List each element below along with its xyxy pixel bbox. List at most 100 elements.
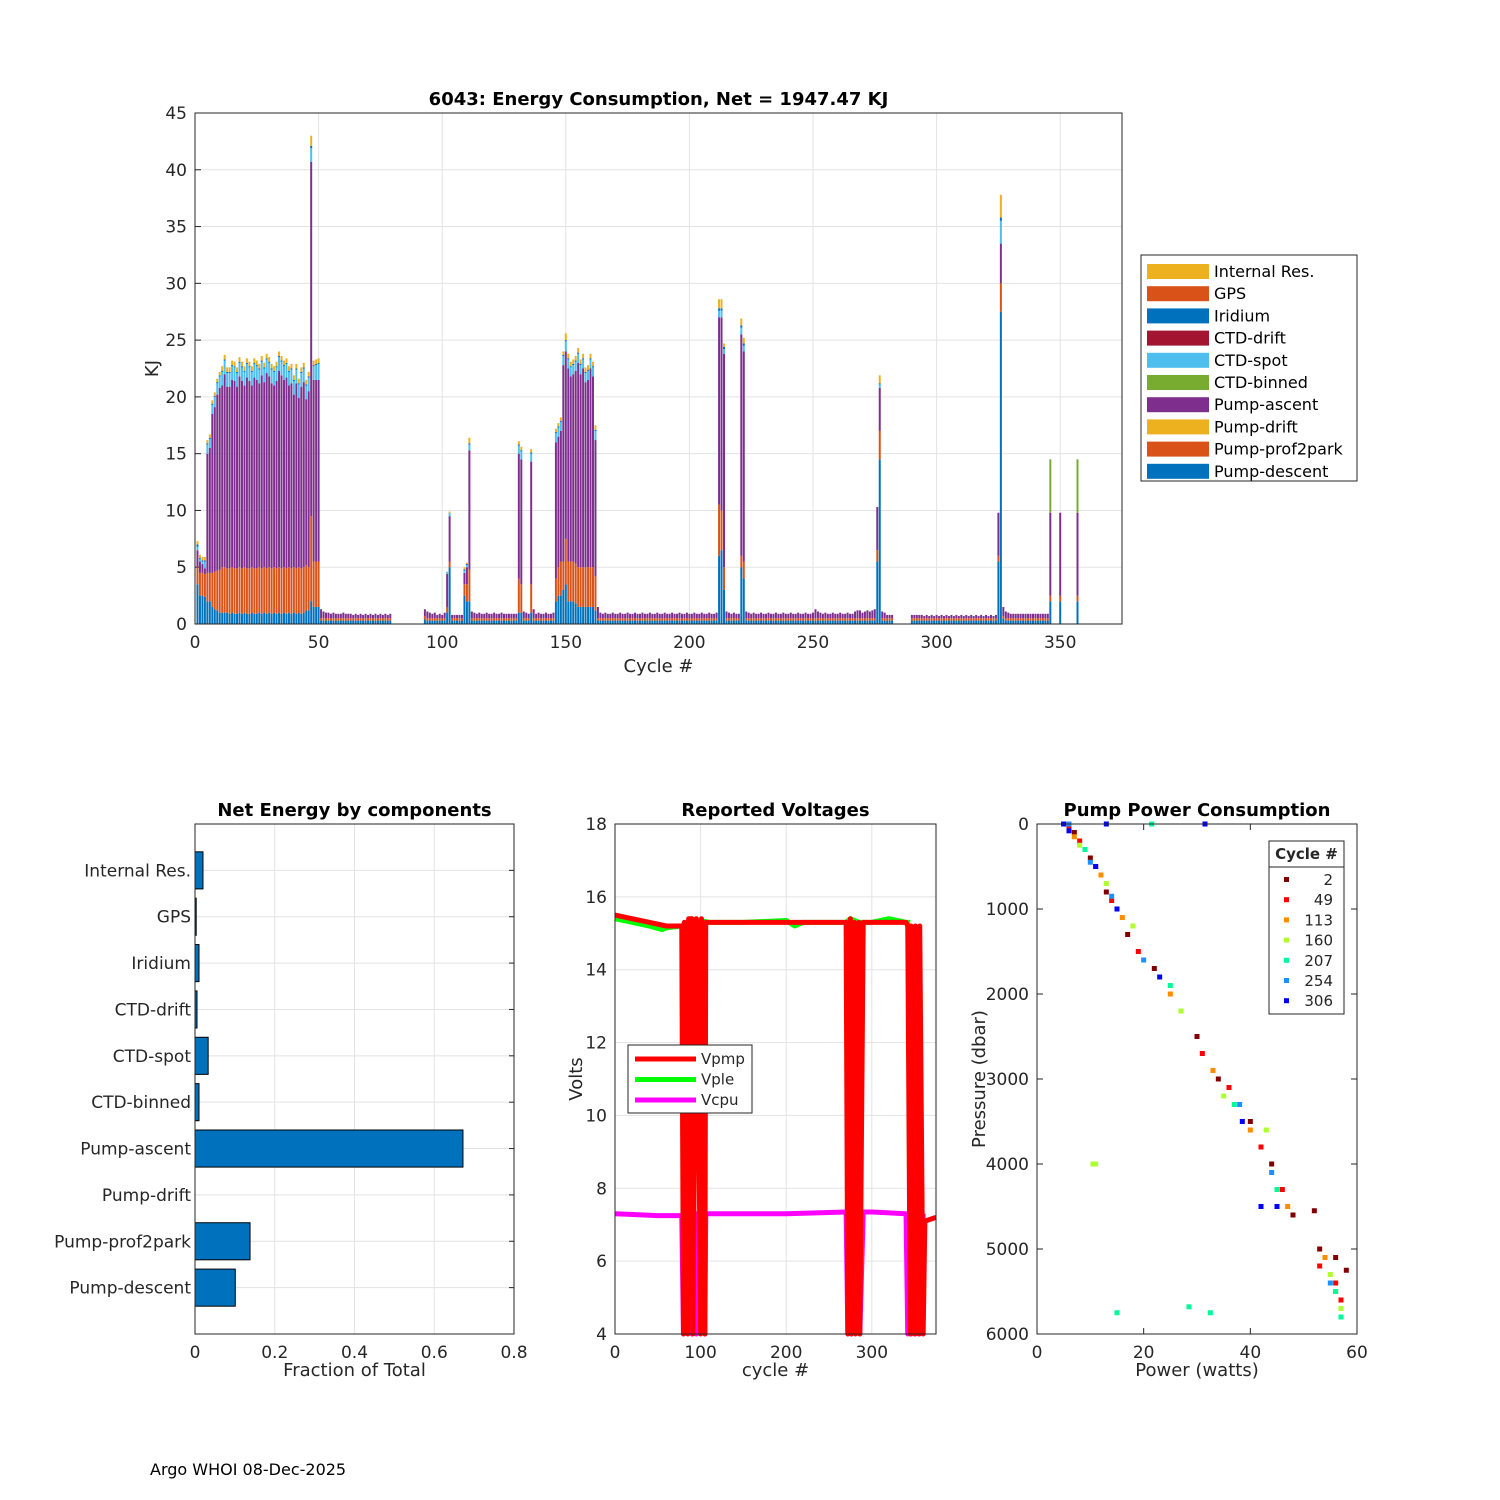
bar-segment xyxy=(690,618,693,621)
bar-segment xyxy=(250,366,253,371)
scatter-point xyxy=(1279,1187,1285,1192)
cycle-bar xyxy=(940,614,943,624)
bar-segment xyxy=(1009,613,1012,619)
bar-segment xyxy=(747,620,750,624)
bar-segment xyxy=(700,618,703,621)
cycle-bar xyxy=(732,612,735,624)
bar-segment xyxy=(488,613,491,619)
bar-segment xyxy=(888,614,891,619)
bar-segment xyxy=(453,618,456,621)
bar-segment xyxy=(614,620,617,624)
bar-segment xyxy=(735,620,738,624)
y-tick-label: 4 xyxy=(596,1325,607,1345)
bar-segment xyxy=(196,541,199,545)
bar-segment xyxy=(208,438,211,448)
cycle-bar xyxy=(582,353,585,624)
bar-segment xyxy=(999,243,1002,284)
cycle-bar xyxy=(312,360,315,624)
bar-segment xyxy=(493,620,496,624)
bar-segment xyxy=(302,362,305,368)
bar-segment xyxy=(263,362,266,368)
bar-segment xyxy=(844,620,847,624)
bar-segment xyxy=(228,568,231,614)
cycle-bar xyxy=(1024,613,1027,624)
bar-segment xyxy=(325,620,328,624)
bar-segment xyxy=(579,363,582,366)
cycle-bar xyxy=(302,362,305,624)
bar-segment xyxy=(540,620,543,624)
bar-segment xyxy=(218,569,221,613)
bar-segment xyxy=(947,616,950,619)
bar-segment xyxy=(258,368,261,370)
bar-segment xyxy=(863,618,866,621)
bar-segment xyxy=(982,618,985,621)
bar-segment xyxy=(938,616,941,619)
bar-segment xyxy=(275,366,278,368)
bar-segment xyxy=(255,379,258,569)
bar-segment xyxy=(861,612,864,619)
bar-segment xyxy=(1039,620,1042,624)
bar-segment xyxy=(723,567,725,590)
cycle-bar xyxy=(1039,613,1042,624)
bar-segment xyxy=(287,371,290,386)
cycle-bar xyxy=(943,616,946,624)
bar-segment xyxy=(940,620,943,624)
bar-segment xyxy=(327,612,330,619)
bar-segment xyxy=(451,614,454,619)
bar-segment xyxy=(787,620,790,624)
bar-segment xyxy=(708,620,711,624)
scatter-point xyxy=(1071,830,1077,835)
cycle-bar xyxy=(354,613,357,624)
bar-segment xyxy=(821,618,824,621)
x-tick-label: 350 xyxy=(1044,633,1076,653)
bar-segment xyxy=(250,612,253,624)
bar-segment xyxy=(245,362,248,364)
bar-segment xyxy=(1041,620,1044,624)
cycle-bar xyxy=(750,613,753,624)
bar-segment xyxy=(510,618,513,621)
bar-segment xyxy=(920,618,923,621)
cycle-bar xyxy=(280,356,283,624)
legend-label: 2 xyxy=(1323,871,1333,889)
bar-segment xyxy=(329,620,332,624)
bar-segment xyxy=(760,612,763,619)
cycle-bar xyxy=(812,612,814,624)
bar-segment xyxy=(750,613,753,619)
bar-segment xyxy=(868,620,871,624)
bar-segment xyxy=(354,618,357,621)
cycle-bar xyxy=(636,613,639,624)
bar-segment xyxy=(572,601,575,624)
bar-segment xyxy=(723,343,725,347)
bar-segment xyxy=(317,561,320,607)
cycle-bar xyxy=(349,613,352,624)
bar-segment xyxy=(814,609,817,619)
cycle-bar xyxy=(369,613,372,624)
bar-segment xyxy=(826,618,829,621)
scatter-point xyxy=(1071,834,1077,840)
bar-segment xyxy=(211,403,214,405)
bar-segment xyxy=(999,194,1002,218)
bar-segment xyxy=(255,613,258,624)
cycle-bar xyxy=(448,511,451,624)
bar-segment xyxy=(760,618,763,621)
bar-segment xyxy=(1002,618,1005,624)
bar-segment xyxy=(515,613,518,619)
scatter-point xyxy=(1077,842,1083,848)
scatter-point xyxy=(1210,1068,1216,1073)
bar-segment xyxy=(878,384,881,388)
bar-segment xyxy=(557,595,560,624)
bar-segment xyxy=(648,612,651,619)
bar-segment xyxy=(515,620,518,624)
bar-segment xyxy=(342,620,345,624)
cycle-bar xyxy=(834,613,837,624)
cycle-bar xyxy=(760,612,763,624)
bar-segment xyxy=(829,613,832,619)
legend-label: 160 xyxy=(1304,932,1333,950)
bar-segment xyxy=(740,327,743,335)
bar-segment xyxy=(569,376,572,562)
bar-segment xyxy=(804,612,807,619)
bar-segment xyxy=(891,620,894,624)
bar-segment xyxy=(322,618,325,621)
bar-segment xyxy=(604,618,607,621)
bar-segment xyxy=(517,444,520,446)
